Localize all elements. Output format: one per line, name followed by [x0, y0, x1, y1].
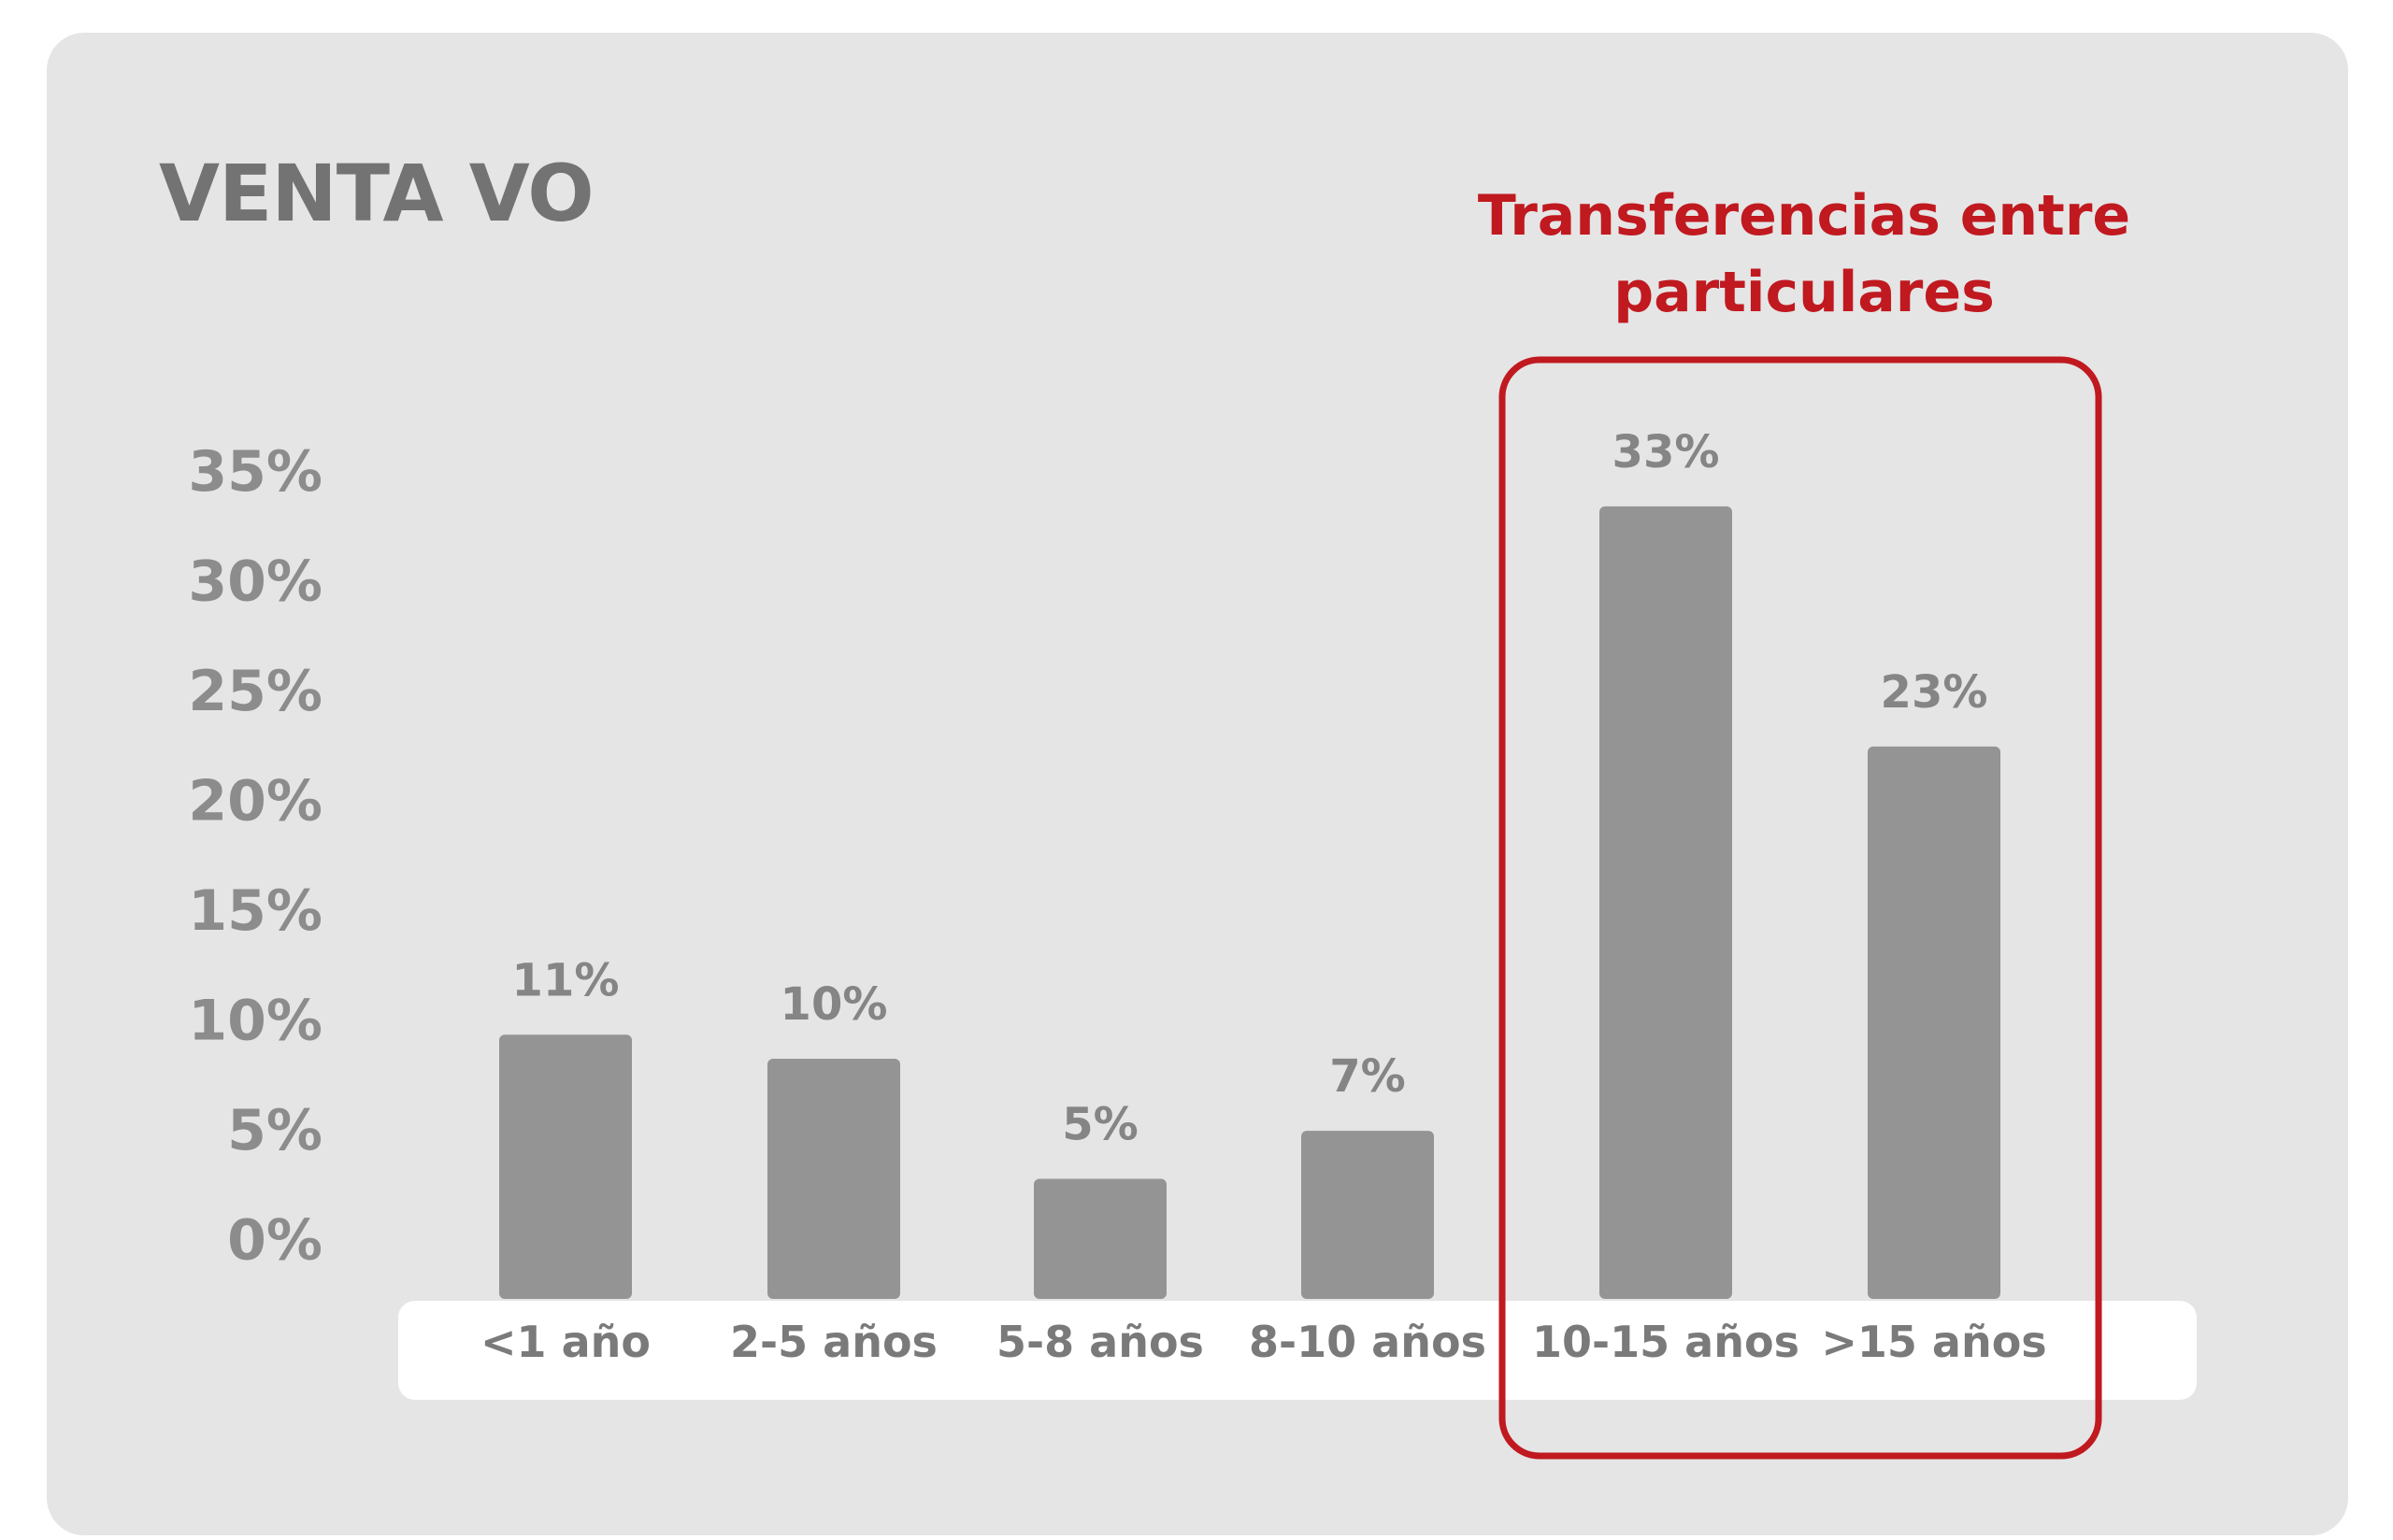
x-tick-label: 8-10 años	[1249, 1317, 1486, 1367]
highlight-box	[1498, 356, 2102, 1460]
bar	[767, 1059, 900, 1299]
y-tick-label: 20%	[188, 769, 322, 834]
bar	[1301, 1131, 1434, 1299]
bar	[1599, 506, 1732, 1299]
y-tick-label: 5%	[227, 1098, 322, 1163]
bars-group: 11% 10% 5% 7% 33% 23%	[499, 426, 2000, 1299]
bar	[1868, 746, 2000, 1299]
y-tick-label: 15%	[188, 878, 322, 944]
bar	[499, 1034, 632, 1299]
highlight-callout: Transferencias entre particulares	[1477, 183, 2131, 325]
x-axis: <1 año 2-5 años 5-8 años 8-10 años 10-15 año…	[480, 1317, 2047, 1367]
y-tick-label: 0%	[227, 1208, 322, 1274]
bar-value-label: 33%	[1612, 426, 1720, 478]
bar-value-label: 7%	[1329, 1050, 1406, 1103]
x-tick-label: 2-5 años	[730, 1317, 938, 1367]
bar-value-label: 23%	[1881, 666, 1988, 719]
x-tick-label: >15 años	[1821, 1317, 2046, 1367]
bar	[1034, 1178, 1167, 1299]
bar-value-label: 11%	[512, 954, 620, 1006]
bar-value-label: 5%	[1062, 1099, 1139, 1151]
x-tick-label: <1 año	[480, 1317, 651, 1367]
x-tick-label: 5-8 años	[996, 1317, 1204, 1367]
x-axis-label-strip	[398, 1301, 2197, 1400]
y-tick-label: 25%	[188, 659, 322, 724]
y-tick-label: 30%	[188, 549, 322, 615]
x-tick-label: 10-15 años	[1532, 1317, 1799, 1367]
y-tick-label: 35%	[188, 439, 322, 505]
chart-title: VENTA VO	[159, 148, 595, 239]
y-axis: 35% 30% 25% 20% 15% 10% 5% 0%	[188, 439, 322, 1274]
y-tick-label: 10%	[188, 989, 322, 1054]
bar-value-label: 10%	[781, 978, 888, 1031]
